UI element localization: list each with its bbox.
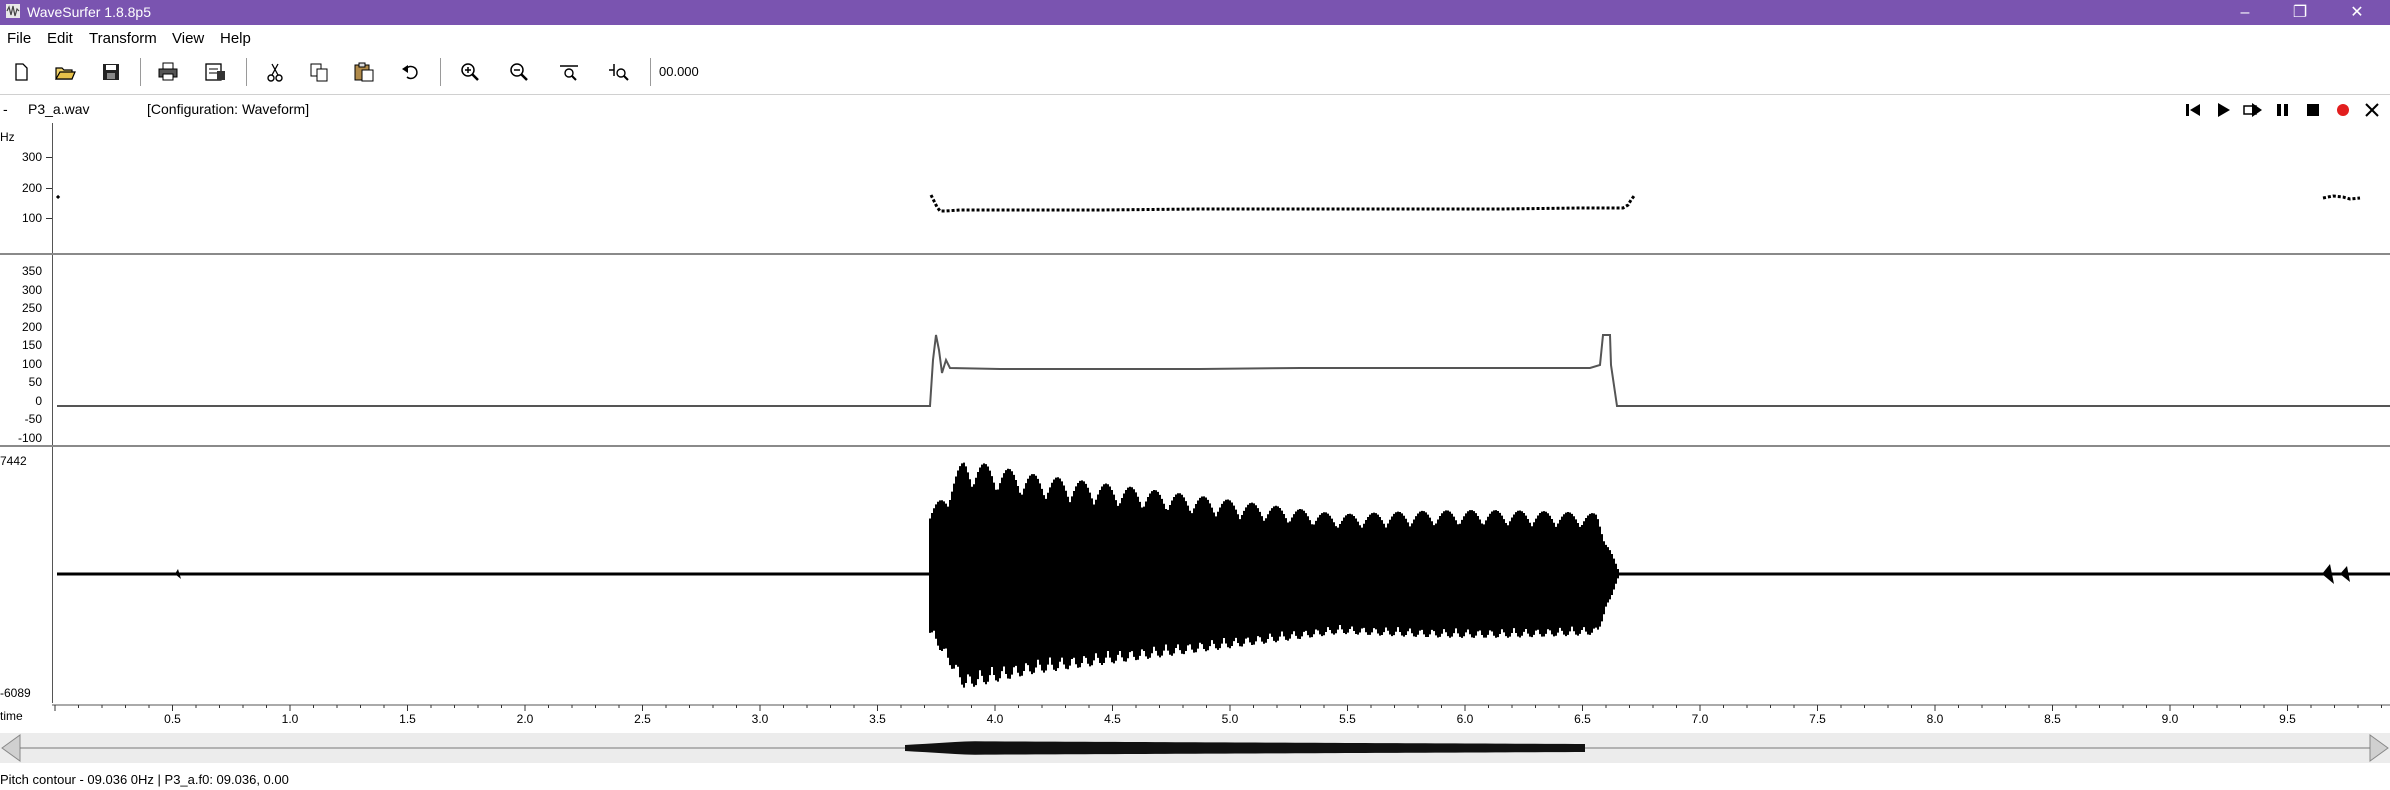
time-tick-label: 2.0 <box>517 712 534 726</box>
pitch-tick-label: 300 <box>21 150 42 164</box>
window-title: WaveSurfer 1.8.8p5 <box>27 4 151 20</box>
pause-icon[interactable] <box>2272 100 2294 120</box>
time-tick-label: 3.5 <box>869 712 886 726</box>
window-close-button[interactable]: ✕ <box>2334 0 2380 25</box>
restore-button[interactable]: ❐ <box>2277 0 2323 25</box>
formant-tick-label: 50 <box>28 375 42 389</box>
time-tick-label: 4.0 <box>987 712 1004 726</box>
restore-icon: ❐ <box>2292 4 2308 21</box>
formant-tick-label: 200 <box>21 320 42 334</box>
pitch-tick-label: 200 <box>21 181 42 195</box>
play-loop-icon[interactable] <box>2242 100 2264 120</box>
window-close-icon: ✕ <box>2350 4 2364 21</box>
time-tick-label: 8.0 <box>1927 712 1944 726</box>
properties-icon[interactable] <box>202 60 228 84</box>
menu-edit[interactable]: Edit <box>47 30 73 47</box>
time-tick-label: 3.0 <box>752 712 769 726</box>
close-icon[interactable] <box>2361 100 2383 120</box>
time-tick-label: 0.5 <box>164 712 181 726</box>
time-tick-label: 6.0 <box>1457 712 1474 726</box>
menu-transform[interactable]: Transform <box>89 30 157 47</box>
zoom-to-selection-icon[interactable] <box>556 60 582 84</box>
formant-tick-label: 100 <box>21 357 42 371</box>
toolbar-separator <box>650 58 651 86</box>
sound-menu-dash[interactable]: - <box>3 101 8 117</box>
formant-tick-label: 300 <box>21 283 42 297</box>
time-tick-label: 8.5 <box>2044 712 2061 726</box>
menu-view[interactable]: View <box>172 30 205 47</box>
formant-tick-label: -50 <box>24 412 42 426</box>
cut-icon[interactable] <box>262 60 288 84</box>
menu-help[interactable]: Help <box>220 30 251 47</box>
paste-icon[interactable] <box>351 60 377 84</box>
file-name: P3_a.wav <box>28 101 90 117</box>
minimize-button[interactable]: – <box>2222 0 2268 25</box>
play-icon[interactable] <box>2212 100 2234 120</box>
time-axis: time 0.5 1.0 1.5 2.0 2.5 3.0 3.5 4.0 4.5 5.0 5.5 6.… <box>0 704 2390 726</box>
waveform-signal <box>929 462 1619 688</box>
time-tick-label: 7.0 <box>1692 712 1709 726</box>
waveform-plot[interactable] <box>0 447 2390 703</box>
pitch-tick <box>46 188 52 189</box>
time-tick-label: 5.5 <box>1339 712 1356 726</box>
formant-tick-label: 0 <box>35 394 42 408</box>
pitch-y-axis <box>52 123 53 253</box>
pitch-unit-label: Hz <box>0 130 15 144</box>
formant-y-axis <box>52 255 53 445</box>
time-tick-label: 1.5 <box>399 712 416 726</box>
copy-icon[interactable] <box>306 60 332 84</box>
pitch-track-plot[interactable] <box>0 255 2390 445</box>
toolbar: 00.000 <box>0 52 2390 92</box>
open-folder-icon[interactable] <box>52 60 78 84</box>
toolbar-separator <box>246 58 247 86</box>
waveform-max-label: 7442 <box>0 454 27 468</box>
time-tick-label: 9.5 <box>2279 712 2296 726</box>
formant-tick-label: 250 <box>21 301 42 315</box>
configuration-label: [Configuration: Waveform] <box>147 101 310 117</box>
new-file-icon[interactable] <box>8 60 34 84</box>
overview-scrollbar[interactable] <box>0 733 2390 763</box>
undo-icon[interactable] <box>398 60 424 84</box>
pitch-contour-plot[interactable] <box>0 123 2390 253</box>
sound-header: - P3_a.wav [Configuration: Waveform] <box>0 94 2390 123</box>
skip-to-start-icon[interactable] <box>2182 100 2204 120</box>
time-axis-label: time <box>0 709 23 723</box>
status-bar: Pitch contour - 09.036 0Hz | P3_a.f0: 09… <box>0 770 2390 790</box>
zoom-out-icon[interactable] <box>506 60 532 84</box>
minimize-icon: – <box>2240 4 2250 21</box>
menu-file[interactable]: File <box>7 30 32 47</box>
time-tick-label: 2.5 <box>634 712 651 726</box>
title-bar: WaveSurfer 1.8.8p5 – ❐ ✕ <box>0 0 2390 25</box>
record-icon[interactable] <box>2332 100 2354 120</box>
time-readout: 00.000 <box>659 64 699 79</box>
formant-tick-label: -100 <box>17 431 42 445</box>
pitch-tick-label: 100 <box>21 211 42 225</box>
time-tick-label: 7.5 <box>1809 712 1826 726</box>
stop-icon[interactable] <box>2302 100 2324 120</box>
waveform-y-axis <box>52 447 53 703</box>
pane-divider <box>0 253 2390 255</box>
pane-divider <box>0 445 2390 447</box>
formant-tick-label: 150 <box>21 338 42 352</box>
app-icon <box>6 4 20 18</box>
waveform-min-label: -6089 <box>0 686 31 700</box>
time-tick-label: 1.0 <box>282 712 299 726</box>
status-text: Pitch contour - 09.036 0Hz | P3_a.f0: 09… <box>0 772 289 787</box>
toolbar-separator <box>440 58 441 86</box>
save-icon[interactable] <box>98 60 124 84</box>
time-tick-label: 4.5 <box>1104 712 1121 726</box>
analysis-panes: Hz 300 200 100 350 300 250 200 150 100 5… <box>0 123 2390 703</box>
overview-waveform[interactable] <box>0 733 2390 763</box>
print-icon[interactable] <box>155 60 181 84</box>
time-tick-label: 5.0 <box>1222 712 1239 726</box>
zoom-in-icon[interactable] <box>457 60 483 84</box>
time-tick-label: 9.0 <box>2162 712 2179 726</box>
time-tick-label: 6.5 <box>1574 712 1591 726</box>
pitch-tick <box>46 218 52 219</box>
toolbar-separator <box>140 58 141 86</box>
menu-bar: File Edit Transform View Help <box>0 26 2390 50</box>
zoom-all-icon[interactable] <box>606 60 632 84</box>
pitch-tick <box>46 157 52 158</box>
formant-tick-label: 350 <box>21 264 42 278</box>
